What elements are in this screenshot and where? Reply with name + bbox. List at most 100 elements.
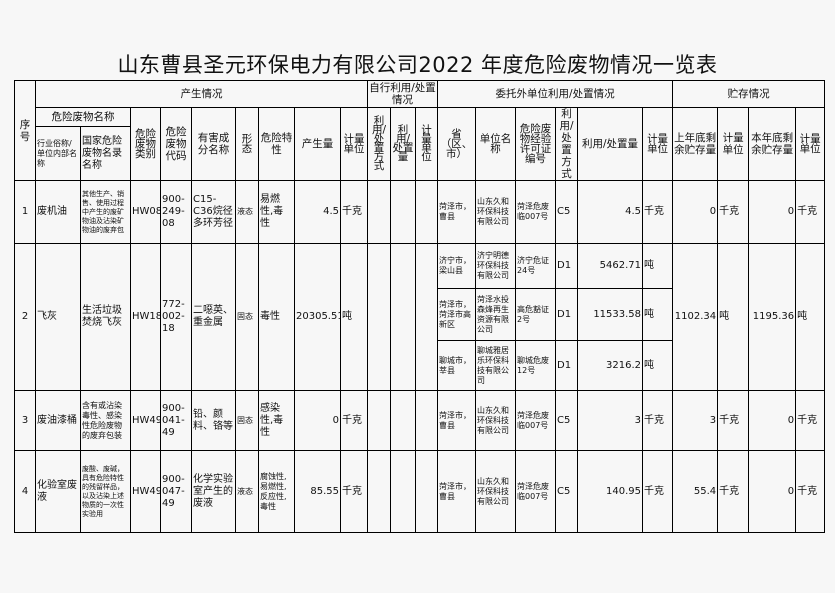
prev-stock-cell: 0 bbox=[672, 180, 719, 244]
ent-unit-cell: 吨 bbox=[642, 243, 674, 289]
category-cell: HW18 bbox=[130, 243, 161, 391]
seq-cell: 3 bbox=[14, 390, 36, 451]
prev-stock-cell: 3 bbox=[672, 390, 719, 451]
category-cell: HW49 bbox=[130, 390, 161, 451]
ent-unit-cell: 吨 bbox=[642, 288, 674, 341]
seq-cell: 2 bbox=[14, 243, 36, 391]
unit-cell: 千克 bbox=[340, 180, 368, 244]
code-cell: 772-002-18 bbox=[160, 243, 192, 391]
waste-name-cell: 废机油 bbox=[35, 180, 81, 244]
page-title: 山东曹县圣元环保电力有限公司2022 年度危险废物情况一览表 bbox=[117, 53, 718, 77]
company-cell: 山东久和环保科技有限公司 bbox=[475, 450, 517, 533]
self-unit-cell bbox=[414, 180, 439, 244]
ent-unit-cell: 吨 bbox=[642, 340, 674, 391]
company-cell: 山东久和环保科技有限公司 bbox=[475, 180, 517, 244]
self-qty-cell bbox=[390, 450, 416, 533]
table-row: 菏泽市，菏泽市高新区 菏泽水投森烽再生资源有限公司 高危豁证2号 D1 11533.58… bbox=[15, 288, 825, 341]
header-prev-stock: 上年底剩余贮存量 bbox=[672, 107, 719, 181]
component-cell: 铅、颜料、铬等 bbox=[191, 390, 236, 451]
header-property: 危险特性 bbox=[258, 107, 295, 181]
table-row: 3 废油漆桶 含有或沾染毒性、感染性危险废物的废弃包装 HW49 900-041-49 铅… bbox=[14, 390, 826, 451]
self-unit-cell bbox=[414, 243, 439, 391]
component-cell: 化学实验室产生的废液 bbox=[191, 450, 236, 533]
amount-cell: 85.55 bbox=[294, 450, 341, 533]
curr-unit-cell: 吨 bbox=[795, 243, 826, 391]
header-storage: 贮存情况 bbox=[672, 80, 826, 108]
header-ent-unit: 计量单位 bbox=[642, 107, 674, 181]
header-license: 危险废物经验许可证编号 bbox=[515, 107, 557, 181]
component-cell: C15-C36烷径多环芳径 bbox=[191, 180, 236, 244]
method-cell: C5 bbox=[555, 390, 579, 451]
self-qty-cell bbox=[390, 390, 416, 451]
method-cell: D1 bbox=[555, 288, 579, 341]
license-cell: 菏泽危废临007号 bbox=[515, 450, 557, 533]
ent-unit-cell: 千克 bbox=[642, 390, 674, 451]
license-cell: 济宁危证24号 bbox=[515, 243, 557, 289]
qty-cell: 4.5 bbox=[577, 180, 644, 244]
header-component: 有害成分名称 bbox=[191, 107, 236, 181]
header-province: 省（区、市） bbox=[437, 107, 477, 181]
self-method-cell bbox=[367, 450, 391, 533]
category-cell: HW49 bbox=[130, 450, 161, 533]
header-national-name: 国家危险废物名录名称 bbox=[80, 126, 131, 181]
prev-unit-cell: 千克 bbox=[717, 390, 750, 451]
prev-unit-cell: 千克 bbox=[717, 450, 750, 533]
header-industry-name: 行业俗称/单位内部名称 bbox=[35, 126, 81, 181]
company-cell: 菏泽水投森烽再生资源有限公司 bbox=[475, 288, 517, 341]
province-cell: 菏泽市，曹县 bbox=[437, 450, 477, 533]
method-cell: D1 bbox=[555, 340, 579, 391]
curr-stock-cell: 0 bbox=[748, 450, 797, 533]
code-cell: 900-249-08 bbox=[160, 180, 192, 244]
header-production: 产生情况 bbox=[35, 80, 368, 108]
license-cell: 菏泽危废临007号 bbox=[515, 390, 557, 451]
national-name-cell: 废酸、废碱，具有危险特性的残留样品，以及沾染上述物质的一次性实验用 bbox=[80, 450, 131, 533]
seq-cell: 1 bbox=[14, 180, 36, 244]
amount-cell: 0 bbox=[294, 390, 341, 451]
self-qty-cell bbox=[390, 180, 416, 244]
province-cell: 聊城市，莘县 bbox=[437, 340, 477, 391]
category-cell: HW08 bbox=[130, 180, 161, 244]
table-row: 4 化验室废液 废酸、废碱，具有危险特性的残留样品，以及沾染上述物质的一次性实验用 H… bbox=[14, 450, 826, 533]
form-cell: 液态 bbox=[235, 180, 259, 244]
header-company: 单位名称 bbox=[475, 107, 517, 181]
self-unit-cell bbox=[414, 390, 439, 451]
property-cell: 感染性,毒性 bbox=[258, 390, 295, 451]
table-row: 2 飞灰 生活垃圾焚烧飞灰 HW18 772-002-18 二噁英、重金属 固态 毒性 2030… bbox=[14, 243, 826, 391]
header-curr-stock: 本年底剩余贮存量 bbox=[748, 107, 797, 181]
amount-cell: 4.5 bbox=[294, 180, 341, 244]
national-name-cell: 其他生产、销售、使用过程中产生的废矿物油及沾染矿物油的废弃包 bbox=[80, 180, 131, 244]
curr-stock-cell: 0 bbox=[748, 390, 797, 451]
component-cell: 二噁英、重金属 bbox=[191, 243, 236, 391]
header-method: 利用/处置方式 bbox=[555, 107, 579, 181]
header-waste-name: 危险废物名称 bbox=[35, 106, 131, 128]
waste-name-cell: 化验室废液 bbox=[35, 450, 81, 533]
table-row: 聊城市，莘县 聊城雅居乐环保科技有限公司 聊城危废12号 D1 3216.2 吨 bbox=[15, 340, 825, 391]
company-cell: 山东久和环保科技有限公司 bbox=[475, 390, 517, 451]
unit-cell: 千克 bbox=[340, 450, 368, 533]
province-cell: 菏泽市，菏泽市高新区 bbox=[437, 288, 477, 341]
form-cell: 固态 bbox=[235, 243, 259, 391]
header-self-unit: 计量单位 bbox=[414, 107, 439, 181]
hazardous-waste-table: 序号 产生情况 自行利用/处置情况 委托外单位利用/处置情况 贮存情况 危险废物… bbox=[14, 80, 826, 533]
curr-unit-cell: 千克 bbox=[795, 450, 826, 533]
method-cell: C5 bbox=[555, 180, 579, 244]
prev-unit-cell: 吨 bbox=[717, 243, 750, 391]
waste-name-cell: 飞灰 bbox=[35, 243, 81, 391]
header-category: 危险废物类别 bbox=[130, 107, 161, 181]
header-entrusted: 委托外单位利用/处置情况 bbox=[437, 80, 674, 108]
license-cell: 菏泽危废临007号 bbox=[515, 180, 557, 244]
method-cell: C5 bbox=[555, 450, 579, 533]
curr-stock-cell: 0 bbox=[748, 180, 797, 244]
header-amount: 产生量 bbox=[294, 107, 341, 181]
property-cell: 毒性 bbox=[258, 243, 295, 391]
header-form: 形态 bbox=[235, 107, 259, 181]
header-unit: 计量单位 bbox=[340, 107, 368, 181]
header-prev-unit: 计量单位 bbox=[717, 107, 750, 181]
header-qty: 利用/处置量 bbox=[577, 107, 644, 181]
national-name-cell: 含有或沾染毒性、感染性危险废物的废弃包装 bbox=[80, 390, 131, 451]
prev-stock-cell: 1102.34 bbox=[672, 243, 719, 391]
waste-name-cell: 废油漆桶 bbox=[35, 390, 81, 451]
qty-cell: 3 bbox=[577, 390, 644, 451]
header-self: 自行利用/处置情况 bbox=[366, 80, 439, 108]
province-cell: 济宁市，梁山县 bbox=[437, 243, 477, 289]
